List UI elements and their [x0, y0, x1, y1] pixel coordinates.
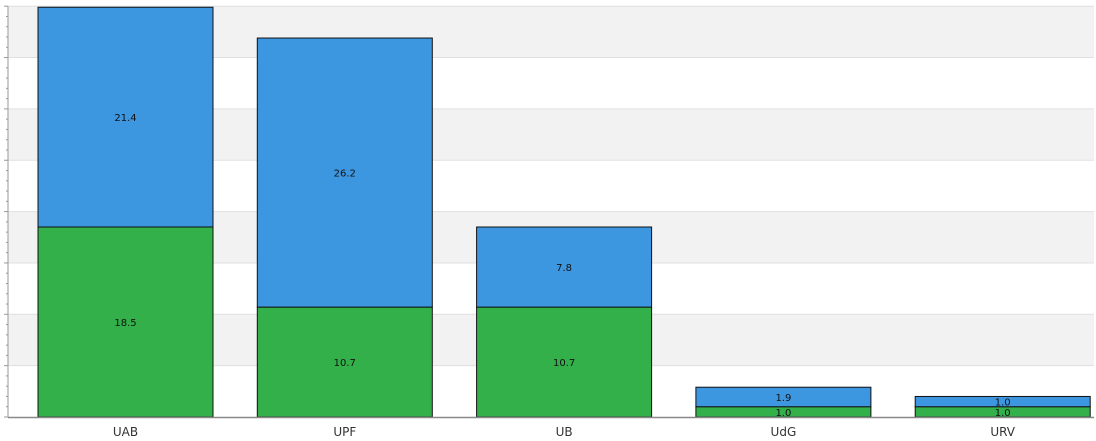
bar-segment-udg-1: [695, 386, 872, 408]
x-tick-label: UB: [556, 425, 573, 439]
data-label: 18.5: [114, 318, 136, 329]
x-tick-label: UPF: [333, 425, 356, 439]
x-tick-label: UAB: [113, 425, 138, 439]
axes: [4, 5, 1094, 419]
data-label: 21.4: [114, 113, 136, 124]
bars: [37, 6, 1091, 418]
x-tick-label: UdG: [771, 425, 797, 439]
x-tick-label: URV: [990, 425, 1015, 439]
data-label: 10.7: [334, 358, 356, 369]
data-label: 10.7: [553, 358, 575, 369]
bar-segment-urv-1: [914, 395, 1091, 408]
data-label: 1.0: [995, 408, 1011, 419]
data-label: 1.0: [775, 408, 791, 419]
data-labels: 18.521.410.726.210.77.81.01.91.01.0: [114, 113, 1010, 419]
data-label: 1.9: [775, 393, 791, 404]
bar-segment-uab-0: [37, 226, 214, 418]
bar-segment-uab-1: [37, 6, 214, 228]
data-label: 7.8: [556, 263, 572, 274]
bar-segment-ub-0: [476, 306, 653, 418]
bar-segment-upf-1: [256, 37, 433, 308]
data-label: 1.0: [995, 398, 1011, 409]
data-label: 26.2: [334, 169, 356, 180]
bar-segment-ub-1: [476, 226, 653, 308]
x-tick-labels: UAB UPF UB UdG URV: [113, 425, 1016, 439]
